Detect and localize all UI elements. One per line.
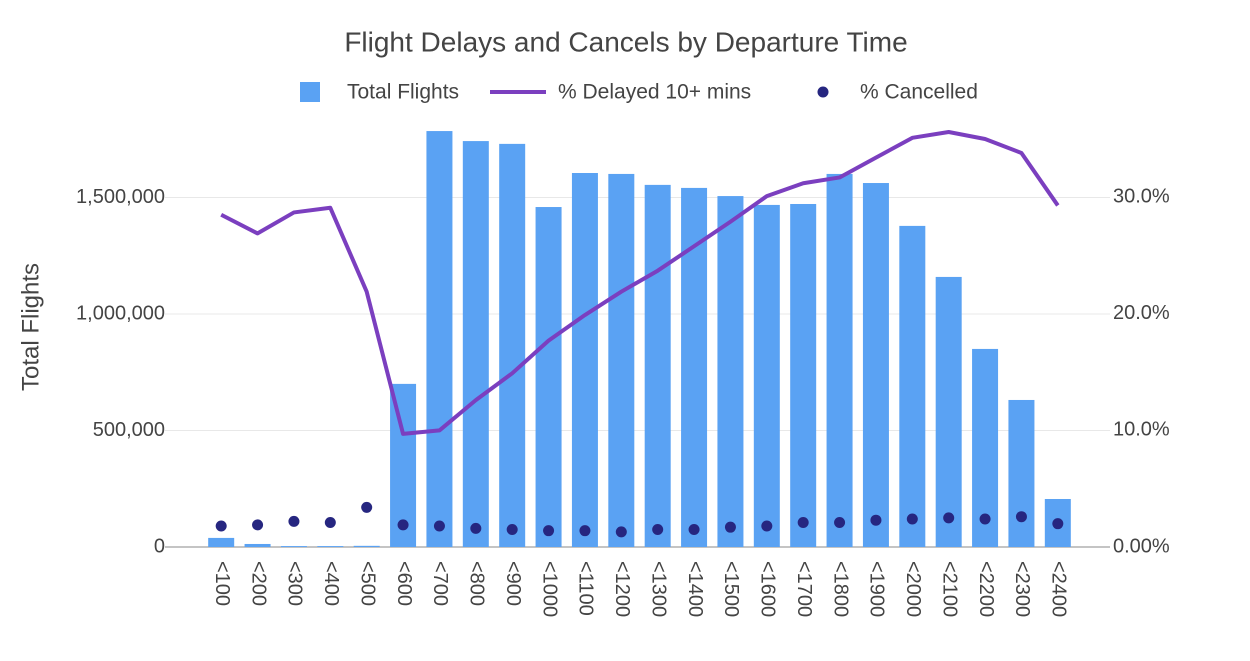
x-tick-label: <800 [466, 561, 488, 606]
x-tick-label: <1100 [575, 561, 597, 616]
bar [244, 543, 271, 547]
dot [797, 517, 809, 529]
bar [608, 173, 635, 547]
dot [252, 519, 264, 531]
labels: 0 500,000 1,000,000 1,500,000 0.00% 10.0% 20.0… [76, 186, 1170, 618]
dot [506, 524, 518, 536]
x-tick-label: <600 [393, 561, 415, 606]
dot [615, 526, 627, 538]
y2-tick-label: 20.0% [1113, 302, 1170, 324]
dot [324, 517, 336, 529]
dot [724, 521, 736, 533]
legend-label: % Cancelled [860, 81, 978, 104]
legend-label: Total Flights [347, 81, 459, 104]
y-tick-label: 500,000 [93, 419, 165, 441]
dot [979, 513, 991, 525]
bar [790, 203, 817, 547]
x-tick-label: <700 [429, 561, 451, 606]
bars [208, 131, 1071, 548]
x-tick-label: <900 [502, 561, 524, 606]
y-axis-title: Total Flights [17, 263, 44, 391]
dot [543, 525, 555, 537]
x-tick-label: <2400 [1048, 561, 1070, 617]
dot [943, 512, 955, 524]
x-tick-label: <1600 [757, 561, 779, 617]
x-tick-label: <1500 [720, 561, 742, 617]
bar [571, 173, 598, 548]
line [220, 129, 1060, 436]
x-tick-label: <1000 [538, 561, 560, 617]
x-tick-label: <2100 [938, 561, 960, 617]
dot [652, 524, 664, 536]
x-tick-label: <1400 [684, 561, 706, 617]
x-tick-label: <1900 [866, 561, 888, 617]
y-tick-label: 0 [154, 535, 165, 557]
x-tick-label: <1800 [829, 561, 851, 617]
bar [426, 131, 453, 547]
bar [208, 537, 235, 547]
dot [688, 524, 700, 536]
dot [579, 525, 591, 537]
x-tick-label: <1200 [611, 561, 633, 617]
bar [644, 184, 671, 548]
bar [862, 183, 889, 547]
x-tick-label: <1300 [647, 561, 669, 617]
bar [717, 196, 744, 547]
chart-title: Flight Delays and Cancels by Departure T… [344, 26, 907, 57]
y2-tick-label: 0.00% [1113, 535, 1170, 557]
bar [353, 545, 380, 547]
x-tick-label: <2000 [902, 561, 924, 617]
bar [462, 141, 489, 547]
y2-tick-label: 10.0% [1113, 419, 1170, 441]
bar [499, 143, 526, 548]
bar [899, 225, 926, 548]
legend-label: % Delayed 10+ mins [558, 81, 751, 104]
bar [753, 204, 780, 547]
dot [361, 501, 373, 513]
dot [1015, 511, 1027, 523]
dot [433, 520, 445, 532]
x-tick-label: <200 [247, 561, 269, 606]
bar [317, 546, 344, 547]
bar [826, 173, 853, 547]
x-tick-label: <500 [356, 561, 378, 606]
dot [1052, 518, 1064, 530]
x-tick-label: <400 [320, 561, 342, 606]
dot [761, 520, 773, 532]
dot [288, 515, 300, 527]
x-tick-label: <300 [284, 561, 306, 606]
dot [906, 513, 918, 525]
bar [935, 276, 962, 547]
dot [215, 520, 227, 532]
x-tick-label: <2200 [975, 561, 997, 617]
dot [834, 517, 846, 529]
dot [870, 514, 882, 526]
legend: Total Flights % Delayed 10+ mins % Cancell… [300, 81, 978, 104]
y-tick-label: 1,000,000 [76, 302, 165, 324]
x-tick-label: <2300 [1011, 561, 1033, 617]
x-tick-label: <1700 [793, 561, 815, 617]
bar [535, 207, 562, 547]
bar [280, 546, 307, 547]
y2-tick-label: 30.0% [1113, 186, 1170, 208]
legend-swatch [817, 86, 829, 98]
dot [397, 519, 409, 531]
lines [220, 129, 1060, 436]
bar [1008, 399, 1035, 547]
y-tick-label: 1,500,000 [76, 186, 165, 208]
x-tick-label: <100 [211, 561, 233, 606]
dot [470, 522, 482, 534]
grid [165, 196, 1110, 548]
legend-swatch [300, 82, 320, 102]
dots [215, 501, 1064, 538]
